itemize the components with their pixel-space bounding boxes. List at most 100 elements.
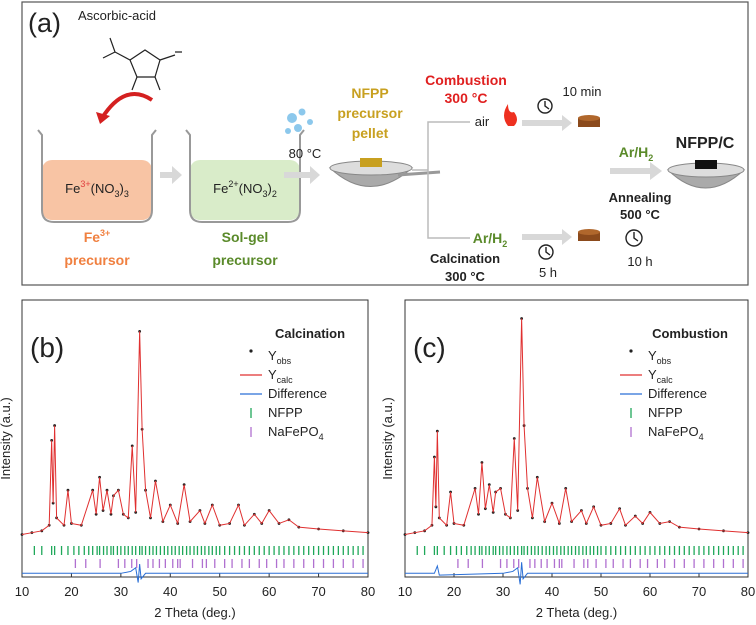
x-tick-label: 80 [361,584,375,599]
process-temp: 500 °C [620,207,661,222]
duration: 10 h [627,254,652,269]
duration: 10 min [562,84,601,99]
legend-label: Ycalc [268,367,293,385]
molecule-name: Ascorbic-acid [78,8,156,23]
legend-label: NaFePO4 [648,424,704,442]
legend-label-part: Y [648,348,657,363]
legend-label: NFPP [648,405,683,420]
atm-part: 2 [648,153,653,163]
x-tick-label: 40 [545,584,559,599]
atm-part: Ar/H [473,230,503,246]
label-part: 3+ [100,228,110,238]
legend-label-part: Difference [648,386,707,401]
salt-label: Fe3+(NO3)3 [65,179,129,199]
x-tick-label: 10 [398,584,412,599]
arrow [522,229,572,245]
arrow-head [96,112,110,124]
legend-label: NFPP [268,405,303,420]
plot-frame [21,299,369,578]
chart: 10 20 30 40 50 60 70 80 2 Theta (deg.) Intensity … [0,299,375,620]
x-tick-label: 70 [311,584,325,599]
salt-part: Fe [213,181,228,196]
arrow [610,162,662,180]
x-tick-label: 60 [643,584,657,599]
chart-title: Calcination [275,326,345,341]
legend-swatch [629,349,633,353]
legend-swatch [249,349,253,353]
series-line [404,318,749,536]
x-tick-label: 70 [692,584,706,599]
x-tick-label: 60 [262,584,276,599]
legend-label-part: NFPP [648,405,683,420]
legend-label-part: obs [277,356,292,366]
legend-label: NaFePO4 [268,424,324,442]
legend-label-part: NaFePO [268,424,319,439]
legend-label-part: Y [648,367,657,382]
legend-label-part: 4 [699,432,704,442]
x-tick-label: 20 [447,584,461,599]
x-tick-label: 80 [741,584,755,599]
process-title: Calcination [430,251,500,266]
atmosphere: Ar/H2 [473,230,508,249]
salt-part: 3+ [80,179,90,189]
duration: 5 h [539,265,557,280]
chart: 10 20 30 40 50 60 70 80 2 Theta (deg.) Intensity … [380,299,755,620]
x-tick-label: 50 [212,584,226,599]
salt-part: ) [119,181,123,196]
x-tick-label: 50 [594,584,608,599]
molecule [102,37,182,91]
salt-part: 3 [262,189,267,199]
plot-frame [404,299,749,578]
arrow [160,166,182,184]
legend-label-part: Y [268,367,277,382]
panel-label: (a) [28,8,61,38]
atmosphere: Ar/H2 [619,144,654,163]
salt-label: Fe2+(NO3)2 [213,179,277,199]
pellet-label: NFPP [351,85,388,101]
precursor-label: precursor [212,252,278,268]
label-part: Fe [84,229,101,245]
branch-lines [412,121,470,239]
arrow [284,166,320,184]
atmosphere: air [475,114,490,129]
precursor-label: Fe3+ [84,228,111,245]
bowl [328,158,441,187]
pellet [578,229,600,241]
x-tick-label: 10 [15,584,29,599]
salt-part: (NO [239,181,263,196]
salt-part: (NO [91,181,115,196]
salt-part: 3 [114,189,119,199]
y-axis-label: Intensity (a.u.) [380,397,395,479]
bowl [666,160,746,189]
legend-label-part: Y [268,348,277,363]
x-axis-label: 2 Theta (deg.) [536,605,617,620]
legend-label-part: Difference [268,386,327,401]
legend-label: Ycalc [648,367,673,385]
chart-title: Combustion [652,326,728,341]
product: NFPP/C [676,135,735,152]
legend-label-part: calc [277,375,294,385]
x-tick-label: 40 [163,584,177,599]
panel-frame [21,1,749,286]
atm-part: Ar/H [619,144,649,160]
bubbles [285,108,313,134]
clock [538,244,554,260]
y-axis-label: Intensity (a.u.) [0,397,13,479]
panel-a: (a) Ascorbic-acid Fe3+(NO3)3 Fe3+ precur… [21,1,749,286]
legend-label: Yobs [268,348,292,366]
legend-label-part: 4 [319,432,324,442]
panel-label: (b) [30,332,64,363]
process-temp: 300 °C [445,269,486,284]
beaker [37,129,157,223]
precursor-label: Sol-gel [222,229,269,245]
legend-label-part: NaFePO [648,424,699,439]
legend-label-part: calc [657,375,674,385]
salt-part: ) [267,181,271,196]
series-line [405,562,748,585]
atm-part: 2 [502,239,507,249]
salt-part: Fe [65,181,80,196]
x-tick-label: 20 [64,584,78,599]
salt-part: 2 [272,189,277,199]
panel-label: (c) [413,332,446,363]
